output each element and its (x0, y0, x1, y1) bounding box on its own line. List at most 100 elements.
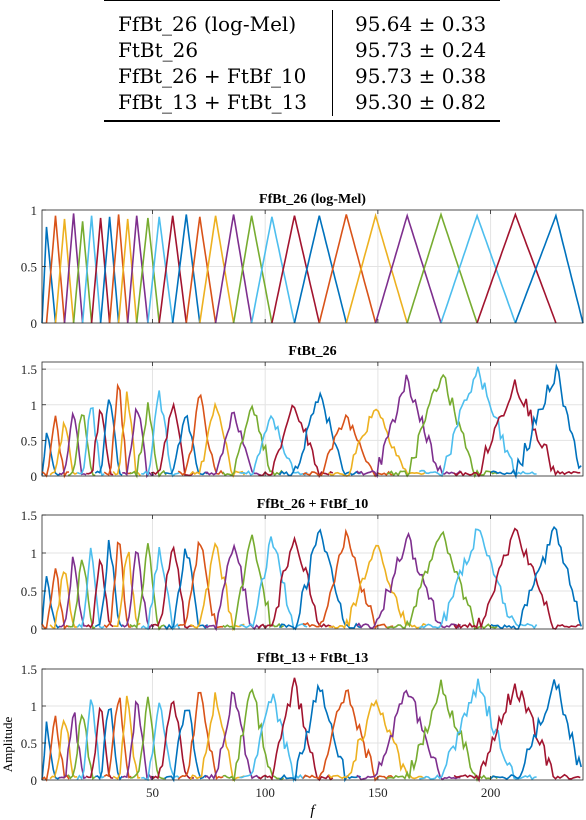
filter-series-line (112, 695, 141, 780)
filter-series-line (112, 391, 141, 477)
table-top-rule (104, 0, 500, 1)
y-tick-label: 1.5 (21, 508, 37, 523)
filter-series-line (189, 401, 246, 478)
axes-box (41, 668, 584, 781)
filter-series-line (222, 404, 285, 477)
config-cell: FtBt_26 (118, 38, 199, 62)
filter-series-line (476, 212, 557, 324)
chart-title: FfBt_26 (log-Mel) (259, 192, 366, 207)
filter-series-line (103, 697, 132, 779)
config-cell: FfBt_26 + FtBf_10 (118, 64, 307, 88)
filter-series-line (258, 404, 334, 479)
filter-series-line (94, 707, 123, 781)
filter-series-line (113, 551, 141, 628)
filter-series-line (67, 414, 96, 477)
filter-series-line (250, 216, 296, 324)
filter-series-line (490, 525, 582, 630)
table-column-separator (332, 10, 333, 116)
filter-series-line (386, 530, 498, 631)
filter-series-line (189, 692, 245, 782)
config-cell: FfBt_13 + FtBt_13 (118, 90, 308, 114)
chart-panel: 0 0.5 1 FfBt_26 (log-Mel) (21, 192, 584, 331)
table-row: FfBt_26 + FtBf_10 95.73 ± 0.38 (104, 64, 500, 88)
accuracy-cell: 95.30 ± 0.82 (355, 90, 487, 114)
chart-panel: 0 0.5 1 1.5 50 100 150 200 FfBt_13 + FtBt_13f Amp… (0, 651, 584, 819)
axes-box (41, 514, 584, 630)
filter-series-line (108, 214, 129, 324)
filter-series-line (345, 212, 408, 324)
filter-series-line (222, 534, 285, 631)
filter-series-line (214, 214, 253, 324)
filter-series-line (199, 215, 235, 324)
y-tick-label: 0.5 (21, 584, 37, 599)
x-tick-label: 200 (481, 785, 501, 800)
results-table: FfBt_26 (log-Mel) 95.64 ± 0.33 FtBt_26 9… (104, 0, 500, 122)
chart-title: FfBt_13 + FtBt_13 (257, 651, 368, 666)
filter-series-line (164, 414, 208, 476)
filter-series-line (356, 689, 461, 781)
filter-series-line (257, 535, 334, 630)
y-tick-label: 1 (31, 546, 38, 561)
filter-series-line (356, 531, 462, 630)
filter-series-line (129, 402, 167, 479)
filter-series-line (72, 221, 93, 324)
filter-series-line (406, 211, 478, 324)
filter-series-line (158, 215, 188, 324)
table-row: FfBt_13 + FtBt_13 95.30 ± 0.82 (104, 90, 500, 114)
y-axis-label: Amplitude (0, 716, 15, 772)
filter-series-line (278, 528, 361, 631)
axes-box (41, 361, 584, 477)
table-row: FtBt_26 95.73 ± 0.24 (104, 38, 500, 62)
filter-series-line (63, 213, 84, 324)
filter-series-line (150, 401, 195, 477)
filter-series-line (386, 373, 498, 479)
filter-series-line (204, 411, 262, 476)
filter-series-line (419, 366, 537, 478)
filter-series-line (204, 691, 262, 781)
filter-series-line (318, 214, 377, 324)
filter-series-line (453, 527, 581, 630)
chart-title: FtBt_26 (288, 344, 336, 359)
filter-series-line (490, 679, 582, 781)
filter-series-line (453, 683, 581, 783)
y-tick-label: 0 (31, 469, 38, 484)
y-tick-label: 0 (31, 773, 38, 788)
config-cell: FfBt_26 (log-Mel) (118, 12, 297, 36)
filter-series-line (67, 713, 96, 781)
table-bottom-rule (104, 120, 500, 122)
y-tick-label: 1.5 (21, 362, 37, 377)
y-tick-label: 0.5 (21, 736, 37, 751)
filter-series-line (204, 543, 262, 632)
y-tick-label: 0.5 (21, 433, 37, 448)
table-row: FfBt_26 (log-Mel) 95.64 ± 0.33 (104, 12, 500, 36)
filter-series-line (67, 559, 96, 629)
filter-series-line (440, 213, 517, 324)
filter-series-line (45, 215, 66, 324)
filter-series-line (85, 558, 114, 629)
y-tick-label: 1 (31, 398, 38, 413)
filter-series-line (490, 363, 582, 480)
filter-series-line (374, 212, 442, 324)
chart-panel: 0 0.5 1 1.5 FtBt_26 (21, 344, 584, 484)
x-tick-label: 100 (255, 785, 275, 800)
filter-series-line (257, 677, 334, 782)
filter-series-line (59, 556, 87, 628)
filter-series-line (76, 699, 105, 781)
filter-series-line (418, 528, 538, 630)
filter-series-line (41, 568, 70, 630)
accuracy-cell: 95.73 ± 0.24 (355, 38, 487, 62)
filter-series-line (129, 543, 167, 631)
filter-series-line (54, 218, 75, 324)
filter-series-line (232, 215, 273, 324)
filter-series-line (171, 214, 201, 324)
filter-series-line (453, 379, 581, 478)
y-tick-label: 1 (31, 203, 38, 218)
filter-series-line (177, 540, 224, 629)
y-tick-label: 0 (31, 622, 38, 637)
filter-series-line (94, 399, 123, 476)
filter-series-line (41, 226, 57, 324)
filter-series-line (222, 688, 285, 783)
filter-series-line (135, 217, 160, 324)
filter-series-line (126, 215, 149, 324)
